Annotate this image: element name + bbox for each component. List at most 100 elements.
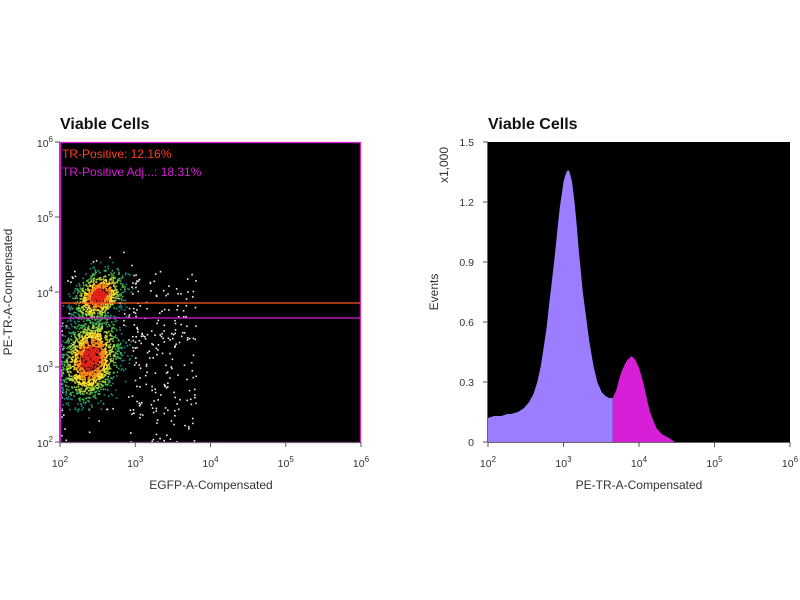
- scatter-point: [192, 376, 195, 379]
- scatter-point: [114, 277, 116, 279]
- scatter-point: [99, 306, 102, 308]
- scatter-point: [85, 292, 87, 294]
- y-tick-label: 102: [37, 435, 54, 450]
- scatter-point: [112, 340, 114, 342]
- scatter-point: [98, 294, 101, 297]
- scatter-point: [79, 307, 81, 310]
- scatter-point: [70, 371, 72, 374]
- scatter-point: [97, 285, 100, 288]
- scatter-point: [95, 387, 98, 389]
- scatter-point: [104, 297, 107, 299]
- scatter-point: [83, 290, 86, 293]
- scatter-point: [109, 371, 111, 374]
- scatter-point: [87, 390, 90, 392]
- scatter-point: [100, 400, 102, 402]
- scatter-point: [120, 297, 122, 300]
- scatter-point: [89, 296, 92, 298]
- scatter-point: [98, 277, 100, 279]
- scatter-point: [107, 368, 110, 370]
- scatter-point: [103, 374, 105, 376]
- scatter-point: [89, 333, 91, 335]
- scatter-point: [77, 385, 80, 388]
- scatter-point: [70, 391, 72, 394]
- scatter-point: [62, 389, 64, 391]
- scatter-point: [111, 327, 114, 329]
- scatter-point: [110, 315, 112, 317]
- scatter-point: [151, 440, 153, 443]
- scatter-point: [96, 294, 98, 297]
- scatter-point: [145, 363, 148, 366]
- scatter-point: [90, 309, 93, 312]
- scatter-point: [128, 314, 131, 316]
- scatter-point: [100, 283, 102, 286]
- scatter-point: [73, 321, 76, 323]
- scatter-point: [80, 347, 83, 349]
- scatter-point: [67, 351, 69, 353]
- scatter-point: [84, 377, 86, 379]
- scatter-point: [94, 288, 97, 290]
- scatter-point: [176, 309, 178, 311]
- scatter-point: [94, 394, 96, 396]
- scatter-point: [100, 341, 102, 343]
- scatter-point: [72, 376, 75, 378]
- scatter-point: [103, 286, 105, 289]
- scatter-point: [96, 359, 98, 361]
- scatter-point: [161, 352, 164, 355]
- scatter-point: [76, 390, 78, 393]
- scatter-point: [191, 417, 194, 420]
- scatter-point: [89, 383, 92, 385]
- scatter-point: [107, 292, 110, 294]
- tick-base: 10: [706, 458, 718, 470]
- scatter-point: [120, 346, 122, 349]
- scatter-point: [82, 320, 85, 323]
- scatter-point: [78, 381, 81, 383]
- scatter-point: [83, 298, 85, 300]
- scatter-point: [118, 271, 120, 274]
- scatter-point: [66, 388, 68, 391]
- x-tick-label: 103: [555, 455, 572, 470]
- scatter-point: [90, 354, 93, 356]
- scatter-point: [100, 319, 102, 321]
- scatter-point: [67, 364, 69, 366]
- scatter-point: [66, 361, 68, 363]
- scatter-point: [94, 391, 96, 393]
- scatter-point: [77, 365, 79, 367]
- scatter-point: [91, 348, 93, 350]
- scatter-point: [180, 293, 182, 295]
- scatter-point: [116, 268, 119, 271]
- scatter-point: [82, 341, 84, 343]
- tick-base: 10: [127, 458, 139, 470]
- scatter-point: [188, 337, 191, 340]
- scatter-point: [88, 361, 90, 363]
- scatter-point: [87, 327, 89, 330]
- scatter-point: [97, 322, 100, 324]
- scatter-point: [79, 348, 82, 350]
- scatter-point: [110, 359, 112, 362]
- scatter-point: [77, 376, 79, 378]
- scatter-point: [87, 396, 90, 399]
- scatter-point: [73, 363, 76, 365]
- scatter-point: [90, 301, 92, 303]
- scatter-point: [82, 316, 85, 318]
- scatter-point: [98, 325, 100, 328]
- scatter-point: [84, 310, 87, 313]
- scatter-point: [83, 390, 86, 393]
- scatter-point: [128, 362, 131, 365]
- scatter-point: [150, 290, 152, 292]
- scatter-point: [133, 364, 136, 366]
- scatter-point: [70, 313, 72, 315]
- scatter-point: [117, 356, 119, 358]
- scatter-point: [118, 279, 121, 282]
- scatter-point: [98, 298, 101, 300]
- scatter-point: [87, 376, 90, 379]
- scatter-point: [132, 346, 134, 349]
- scatter-point: [91, 405, 93, 407]
- x-tick-label: 104: [631, 455, 648, 470]
- scatter-point: [126, 345, 128, 347]
- scatter-point: [88, 319, 90, 321]
- scatter-point: [112, 346, 114, 348]
- y-axis: 00.30.60.91.21.5: [459, 137, 488, 449]
- scatter-point: [86, 285, 89, 288]
- scatter-point: [182, 310, 185, 312]
- scatter-point: [89, 285, 92, 287]
